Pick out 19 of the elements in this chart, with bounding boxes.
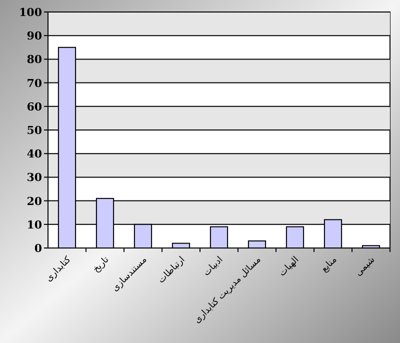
x-tick-label: مستندسازی xyxy=(110,254,150,294)
y-tick-label: 40 xyxy=(26,148,42,161)
y-tick-label: 50 xyxy=(26,124,42,137)
x-tick-label: ادبیات xyxy=(202,255,226,278)
y-tick-label: 90 xyxy=(26,30,42,43)
y-tick-label: 60 xyxy=(26,100,42,114)
y-tick-label: 30 xyxy=(26,171,42,184)
x-tick-label: شیمی xyxy=(354,255,378,278)
y-tick-label: 0 xyxy=(34,242,42,255)
x-tick-label: تاریخ xyxy=(91,254,112,275)
x-tick-label: الهیات xyxy=(278,255,302,279)
x-tick-label: کتابداری xyxy=(44,254,74,284)
y-tick-label: 10 xyxy=(26,218,42,232)
x-tick-label: منابع xyxy=(320,254,340,275)
y-tick-label: 20 xyxy=(26,194,42,208)
x-tick-label: ارتباطات xyxy=(156,255,188,286)
y-tick-label: 70 xyxy=(26,76,42,90)
y-tick-label: 100 xyxy=(19,6,42,19)
y-tick-label: 80 xyxy=(26,53,42,66)
